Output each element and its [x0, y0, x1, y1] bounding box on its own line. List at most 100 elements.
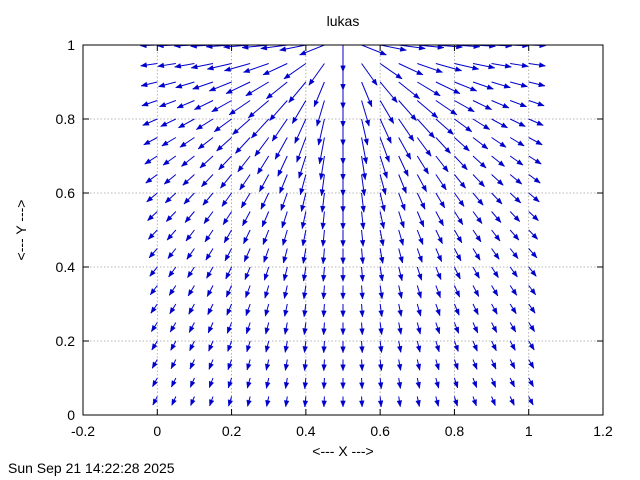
arrow-head — [388, 116, 394, 125]
field-arrow — [148, 248, 158, 259]
arrow-head — [397, 309, 403, 317]
field-arrow — [301, 266, 308, 282]
field-arrow — [170, 340, 177, 351]
arrow-head — [397, 274, 404, 282]
field-arrow — [145, 174, 158, 184]
field-arrow — [379, 155, 388, 179]
field-arrow — [435, 266, 442, 281]
arrow-head — [419, 202, 426, 210]
field-arrow — [491, 248, 500, 260]
timestamp: Sun Sep 21 14:22:28 2025 — [8, 460, 175, 476]
arrow-head — [488, 63, 496, 70]
field-arrow — [308, 63, 325, 86]
arrow-head — [225, 88, 233, 94]
field-arrow — [142, 118, 158, 126]
field-arrow — [203, 211, 214, 224]
arrow-head — [494, 234, 501, 242]
field-arrow — [193, 100, 214, 110]
arrow-head — [447, 128, 454, 135]
arrow-head — [188, 307, 195, 315]
field-arrow — [320, 248, 327, 265]
arrow-head — [509, 361, 516, 370]
arrow-head — [321, 292, 327, 300]
field-arrow — [321, 303, 327, 318]
field-arrow — [157, 62, 176, 69]
arrow-head — [382, 171, 388, 179]
field-arrow — [528, 137, 543, 146]
arrow-head — [227, 326, 233, 334]
arrow-head — [299, 50, 307, 56]
field-arrow — [472, 303, 479, 316]
arrow-head — [318, 157, 324, 165]
field-arrow — [378, 322, 384, 336]
arrow-head — [340, 158, 346, 165]
arrow-head — [454, 66, 463, 72]
arrow-head — [457, 217, 464, 226]
arrow-head — [459, 181, 466, 189]
arrow-head — [511, 288, 518, 296]
field-arrow — [528, 62, 546, 68]
arrow-head — [146, 195, 154, 203]
field-arrow — [189, 377, 196, 388]
arrow-head — [340, 206, 346, 214]
field-arrow — [321, 396, 327, 408]
y-axis-label: <--- Y ---> — [13, 200, 29, 261]
arrow-head — [340, 310, 346, 318]
arrow-head — [211, 106, 219, 113]
field-arrow — [169, 322, 177, 333]
field-arrow — [491, 137, 507, 148]
field-arrow — [416, 229, 424, 246]
arrow-head — [530, 269, 537, 277]
field-arrow — [509, 211, 521, 222]
field-arrow — [472, 174, 485, 188]
x-tick-label: -0.2 — [71, 423, 95, 439]
field-arrow — [379, 211, 386, 230]
arrow-head — [490, 362, 497, 370]
arrow-head — [359, 328, 365, 336]
arrow-head — [150, 288, 157, 296]
arrow-head — [264, 309, 270, 317]
arrow-head — [209, 380, 215, 389]
field-arrow — [360, 174, 367, 197]
arrow-head — [492, 270, 499, 279]
field-arrow — [491, 63, 512, 69]
arrow-head — [259, 184, 265, 193]
arrow-head — [283, 363, 290, 371]
arrow-head — [246, 345, 252, 353]
field-arrow — [509, 340, 516, 351]
field-arrow — [168, 266, 177, 278]
field-arrow — [164, 192, 177, 204]
arrow-head — [529, 288, 536, 296]
arrow-head — [260, 202, 267, 210]
field-arrow — [274, 137, 288, 160]
arrow-head — [359, 257, 366, 265]
field-arrow — [175, 81, 195, 89]
field-arrow — [491, 285, 499, 297]
field-arrow — [140, 62, 158, 68]
arrow-head — [444, 146, 451, 154]
field-arrow — [146, 192, 158, 203]
field-arrow — [377, 396, 384, 408]
arrow-head — [294, 136, 300, 144]
arrow-head — [535, 139, 543, 146]
arrow-head — [263, 255, 269, 263]
field-arrow — [359, 359, 365, 372]
field-arrow — [380, 45, 407, 52]
arrow-head — [189, 344, 195, 352]
field-arrow — [398, 192, 406, 212]
arrow-head — [156, 45, 164, 49]
arrow-head — [359, 239, 366, 247]
field-arrow — [509, 229, 520, 241]
arrow-head — [472, 362, 478, 370]
arrow-head — [461, 163, 468, 171]
arrow-head — [300, 204, 306, 213]
arrow-head — [175, 83, 183, 89]
field-arrow — [454, 100, 475, 113]
field-arrow — [453, 285, 461, 298]
field-arrow — [174, 63, 195, 69]
field-arrow — [340, 359, 346, 372]
field-arrow — [202, 192, 214, 206]
arrow-head — [510, 306, 517, 315]
arrow-head — [410, 114, 417, 121]
arrow-head — [244, 272, 250, 281]
